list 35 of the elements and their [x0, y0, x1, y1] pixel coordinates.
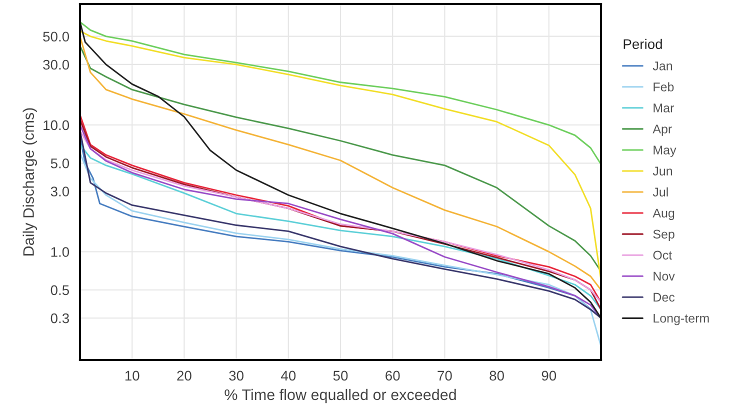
- x-axis-title: % Time flow equalled or exceeded: [224, 388, 456, 404]
- y-axis-title: Daily Discharge (cms): [22, 108, 37, 256]
- y-tick-label: 0.5: [50, 285, 70, 296]
- y-tick-label: 3.0: [50, 186, 70, 196]
- x-tick-label: 80: [490, 370, 504, 381]
- legend-label: Feb: [654, 82, 674, 92]
- x-tick-label: 40: [280, 370, 296, 381]
- x-tick-label: 60: [386, 370, 400, 381]
- legend-label: Jul: [652, 187, 668, 197]
- y-tick-label: 5.0: [50, 158, 70, 168]
- y-tick-label: 0.3: [50, 313, 69, 324]
- legend-label: Long-term: [654, 314, 709, 326]
- y-tick-label: 1.0: [51, 247, 70, 257]
- y-tick-label: 30.0: [43, 60, 70, 70]
- legend-label: Mar: [654, 104, 674, 112]
- x-tick-label: 90: [542, 370, 556, 381]
- legend-label: Sep: [653, 230, 674, 242]
- legend-label: Aug: [652, 208, 674, 220]
- legend-label: Dec: [654, 292, 675, 302]
- y-tick-label: 50.0: [43, 32, 70, 42]
- legend-label: Apr: [652, 124, 672, 136]
- legend-label: Jan: [652, 62, 672, 70]
- legend-label: Oct: [653, 250, 672, 260]
- x-tick-label: 20: [177, 370, 192, 381]
- legend-label: Jun: [652, 166, 672, 176]
- x-tick-label: 30: [229, 370, 244, 381]
- legend-label: May: [654, 146, 676, 157]
- line-series: [80, 152, 601, 347]
- y-tick-label: 10.0: [44, 120, 70, 130]
- legend-title: Period: [624, 38, 662, 50]
- x-tick-label: 50: [333, 370, 348, 381]
- legend-label: Nov: [654, 272, 675, 281]
- x-tick-label: 70: [438, 370, 452, 381]
- line-series: [80, 21, 601, 166]
- x-tick-label: 10: [125, 370, 140, 381]
